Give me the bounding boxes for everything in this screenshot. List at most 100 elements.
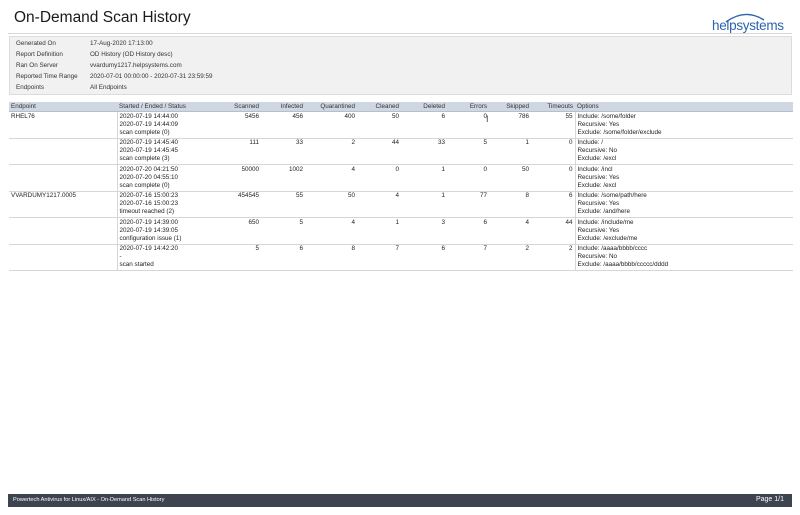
report-info-panel: Generated On 17-Aug-2020 17:13:00 Report… xyxy=(9,36,792,95)
endpoint-cell xyxy=(9,217,118,245)
info-value: vvardumy1217.helpsystems.com xyxy=(90,62,182,69)
scan-status: scan complete (3) xyxy=(119,155,170,163)
footer-product-name: Powertech Antivirus for Linux/AIX - On-D… xyxy=(13,497,165,503)
option-recursive: Recursive: Yes xyxy=(577,226,620,234)
timing-cell: 2020-07-16 15:00:23 2020-07-16 15:00:23 … xyxy=(117,191,213,218)
quarantined-cell: 50 xyxy=(305,191,357,218)
errors-cell: 77 xyxy=(447,191,489,218)
errors-cell: 6 xyxy=(447,217,489,245)
quarantined-cell: 2 xyxy=(305,138,357,165)
table-row: 2020-07-20 04:21:50 2020-07-20 04:55:10 … xyxy=(9,164,793,192)
deleted-cell: 6 xyxy=(401,244,447,271)
scan-status: scan started xyxy=(119,261,154,269)
deleted-cell: 1 xyxy=(401,164,447,192)
deleted-cell: 3 xyxy=(401,217,447,245)
info-label: Ran On Server xyxy=(16,62,58,69)
options-cell: Include: /some/folder Recursive: Yes Exc… xyxy=(574,111,793,139)
option-include: Include: /aaaa/bbbb/cccc xyxy=(577,245,648,252)
info-label: Report Definition xyxy=(16,51,63,58)
scan-status: scan complete (0) xyxy=(119,128,170,136)
infected-cell: 5 xyxy=(261,217,305,245)
ended-time: 2020-07-19 14:39:05 xyxy=(119,226,178,234)
helpsystems-logo: helpsystems xyxy=(712,12,784,36)
scanned-cell: 5456 xyxy=(213,111,261,139)
text-cursor-icon: I xyxy=(486,114,489,124)
col-options-header: Options xyxy=(575,102,793,112)
scan-status: timeout reached (2) xyxy=(119,208,175,216)
option-recursive: Recursive: Yes xyxy=(577,200,620,208)
options-cell: Include: /include/me Recursive: Yes Excl… xyxy=(574,217,793,245)
info-value: All Endpoints xyxy=(90,84,127,91)
option-exclude: Exclude: /and/here xyxy=(577,208,631,216)
quarantined-cell: 4 xyxy=(305,217,357,245)
options-cell: Include: /some/path/here Recursive: Yes … xyxy=(574,191,793,218)
table-row: VVARDUMY1217.0005 2020-07-16 15:00:23 20… xyxy=(9,191,793,218)
ended-time: 2020-07-19 14:44:09 xyxy=(119,120,178,128)
table-row: 2020-07-19 14:42:20 - scan started 5 6 8… xyxy=(9,244,793,271)
option-recursive: Recursive: Yes xyxy=(577,120,620,128)
timing-cell: 2020-07-19 14:42:20 - scan started xyxy=(117,244,213,271)
option-include: Include: /some/path/here xyxy=(577,192,647,199)
option-recursive: Recursive: No xyxy=(577,147,618,155)
started-time: 2020-07-19 14:44:00 xyxy=(119,112,178,120)
timeouts-cell: 0 xyxy=(531,138,575,165)
infected-cell: 55 xyxy=(261,191,305,218)
cleaned-cell: 7 xyxy=(357,244,401,271)
timing-cell: 2020-07-19 14:45:40 2020-07-19 14:45:45 … xyxy=(117,138,213,165)
deleted-cell: 33 xyxy=(401,138,447,165)
errors-cell: 0 xyxy=(447,164,489,192)
table-row: 2020-07-19 14:39:00 2020-07-19 14:39:05 … xyxy=(9,217,793,245)
started-time: 2020-07-19 14:39:00 xyxy=(119,218,178,226)
timeouts-cell: 55 xyxy=(531,111,575,139)
logo-arc-icon xyxy=(725,13,765,23)
skipped-cell: 8 xyxy=(489,191,531,218)
endpoint-cell xyxy=(9,244,118,271)
col-skipped-header: Skipped xyxy=(489,102,531,112)
info-value: 17-Aug-2020 17:13:00 xyxy=(90,40,153,47)
scan-history-table: Endpoint Started / Ended / Status Scanne… xyxy=(9,102,793,271)
info-value: OD History (OD History desc) xyxy=(90,51,173,58)
scanned-cell: 5 xyxy=(213,244,261,271)
option-exclude: Exclude: /excl xyxy=(577,181,617,189)
infected-cell: 456 xyxy=(261,111,305,139)
logo-text: helpsystems xyxy=(712,18,784,33)
col-errors-header: Errors xyxy=(447,102,489,112)
quarantined-cell: 400 xyxy=(305,111,357,139)
col-timeouts-header: Timeouts xyxy=(531,102,575,112)
option-exclude: Exclude: /aaaa/bbbb/ccccc/dddd xyxy=(577,261,669,269)
col-endpoint-header: Endpoint xyxy=(9,102,117,112)
col-scanned-header: Scanned xyxy=(213,102,261,112)
skipped-cell: 4 xyxy=(489,217,531,245)
scan-status: configuration issue (1) xyxy=(119,234,182,242)
table-row: 2020-07-19 14:45:40 2020-07-19 14:45:45 … xyxy=(9,138,793,165)
page-title: On-Demand Scan History xyxy=(14,9,191,26)
table-header-row: Endpoint Started / Ended / Status Scanne… xyxy=(9,102,793,112)
scanned-cell: 650 xyxy=(213,217,261,245)
scanned-cell: 50000 xyxy=(213,164,261,192)
endpoint-cell xyxy=(9,138,118,165)
options-cell: Include: / Recursive: No Exclude: /excl xyxy=(574,138,793,165)
timeouts-cell: 2 xyxy=(531,244,575,271)
skipped-cell: 786 xyxy=(489,111,531,139)
timing-cell: 2020-07-20 04:21:50 2020-07-20 04:55:10 … xyxy=(117,164,213,192)
info-label: Endpoints xyxy=(16,84,45,91)
option-exclude: Exclude: /some/folder/exclude xyxy=(577,128,662,136)
started-time: 2020-07-16 15:00:23 xyxy=(119,192,178,199)
deleted-cell: 1 xyxy=(401,191,447,218)
scan-status: scan complete (0) xyxy=(119,181,170,189)
col-cleaned-header: Cleaned xyxy=(357,102,401,112)
ended-time: 2020-07-16 15:00:23 xyxy=(119,200,178,208)
started-time: 2020-07-19 14:45:40 xyxy=(119,139,178,146)
deleted-cell: 6 xyxy=(401,111,447,139)
option-include: Include: /some/folder xyxy=(577,112,636,120)
started-time: 2020-07-20 04:21:50 xyxy=(119,165,178,173)
table-row: RHEL76 2020-07-19 14:44:00 2020-07-19 14… xyxy=(9,111,793,139)
skipped-cell: 2 xyxy=(489,244,531,271)
col-started-header: Started / Ended / Status xyxy=(117,102,213,112)
options-cell: Include: /incl Recursive: Yes Exclude: /… xyxy=(574,164,793,192)
quarantined-cell: 8 xyxy=(305,244,357,271)
option-recursive: Recursive: No xyxy=(577,253,618,261)
skipped-cell: 50 xyxy=(489,164,531,192)
page-footer: Powertech Antivirus for Linux/AIX - On-D… xyxy=(8,494,792,507)
cleaned-cell: 0 xyxy=(357,164,401,192)
